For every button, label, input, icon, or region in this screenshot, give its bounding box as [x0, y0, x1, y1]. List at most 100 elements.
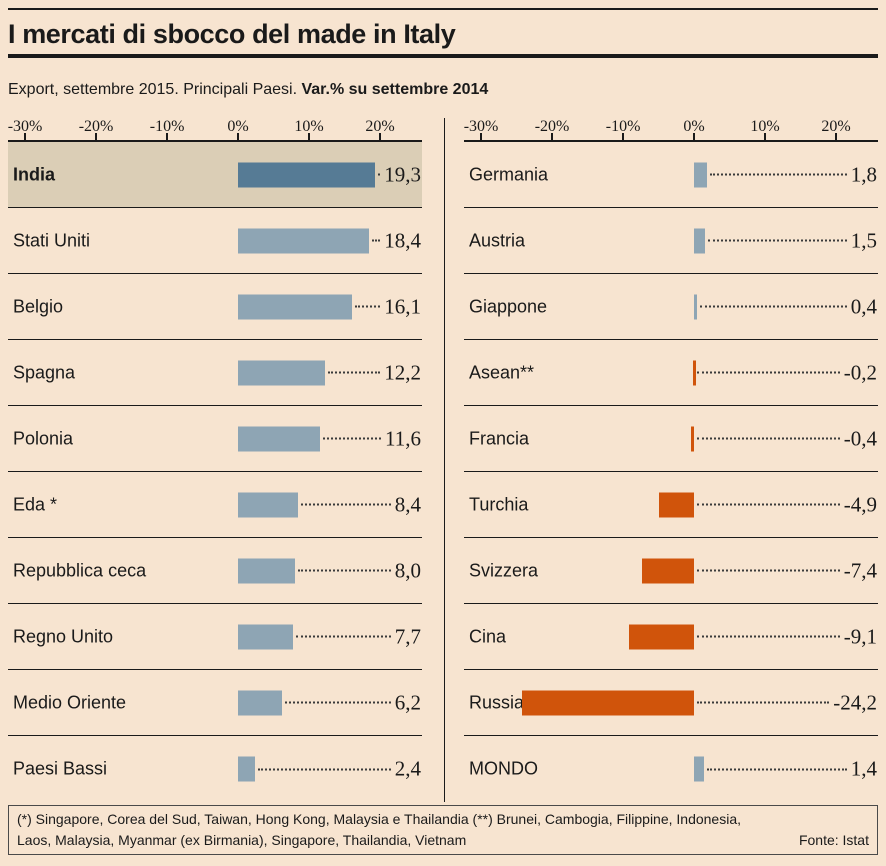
leader-value: 1,4 [704, 757, 877, 782]
row-label: Turchia [469, 494, 529, 514]
axis-tick-label: -30% [463, 118, 499, 135]
chart-row: Medio Oriente 6,2 [8, 670, 422, 736]
bar-positive [238, 426, 321, 451]
axis-tick-mark [308, 133, 311, 140]
row-value: 1,5 [850, 228, 877, 252]
title-rule [8, 54, 878, 58]
chart-row: Eda * 8,4 [8, 472, 422, 538]
footnote-line2-text: Laos, Malaysia, Myanmar (ex Birmania), S… [17, 832, 467, 848]
leader-value: 7,7 [293, 624, 421, 649]
leader-line [323, 437, 382, 440]
row-label: MONDO [469, 758, 538, 779]
chart-row: MONDO 1,4 [464, 736, 878, 802]
bar-negative [641, 558, 695, 583]
bar-negative [629, 624, 695, 649]
chart-row: Svizzera -7,4 [464, 538, 878, 604]
bar-positive [694, 294, 698, 319]
bar-negative [692, 360, 696, 385]
row-label: Francia [469, 428, 530, 448]
bar-negative [659, 492, 695, 517]
bar-positive [238, 558, 295, 583]
leader-value: 18,4 [369, 228, 421, 253]
row-value: 7,7 [394, 624, 421, 648]
row-value: 16,1 [384, 294, 421, 318]
row-value: 18,4 [384, 228, 421, 252]
row-label: Spagna [13, 362, 76, 382]
leader-line [355, 305, 381, 308]
row-label: Germania [469, 164, 549, 184]
chart-row: Asean** -0,2 [464, 340, 878, 406]
axis-tick-label: 20% [365, 118, 395, 135]
chart-row: Belgio 16,1 [8, 274, 422, 340]
chart-row: Giappone 0,4 [464, 274, 878, 340]
leader-value: 16,1 [352, 294, 421, 319]
bar-positive [238, 294, 353, 319]
chart-row: Regno Unito 7,7 [8, 604, 422, 670]
leader-value: -24,2 [694, 690, 877, 715]
row-value: 2,4 [394, 756, 421, 781]
bar-positive [694, 162, 707, 187]
axis-tick-mark [166, 133, 169, 140]
row-value: -9,1 [843, 624, 877, 648]
bar-chart: -30% -20% -10% 0% 10% 20% India 19,3 Stati Uniti… [8, 118, 878, 802]
bar-negative [691, 426, 695, 451]
footnote-line2: Laos, Malaysia, Myanmar (ex Birmania), S… [17, 830, 869, 851]
row-value: 1,8 [850, 162, 877, 186]
row-value: 0,4 [850, 294, 877, 318]
row-label: Giappone [469, 296, 548, 316]
bar-positive [238, 756, 256, 782]
leader-line [699, 305, 847, 308]
axis-tick-mark [24, 133, 27, 140]
leader-value: 11,6 [320, 426, 421, 451]
row-label: Paesi Bassi [13, 758, 108, 779]
bar-positive [238, 162, 376, 187]
leader-line [258, 768, 391, 770]
chart-row: Russia -24,2 [464, 670, 878, 736]
chart-row: Turchia -4,9 [464, 472, 878, 538]
row-label: Asean** [469, 362, 535, 382]
bar-positive [694, 228, 705, 253]
row-label: Svizzera [469, 560, 539, 580]
chart-row: Polonia 11,6 [8, 406, 422, 472]
row-value: -24,2 [833, 690, 877, 714]
chart-subtitle: Export, settembre 2015. Principali Paesi… [8, 80, 878, 99]
row-value: 12,2 [384, 360, 421, 384]
leader-value: 1,5 [705, 228, 877, 253]
axis-tick-mark [693, 133, 696, 140]
row-label: Belgio [13, 296, 64, 316]
axis-tick-label: -10% [605, 118, 641, 135]
row-value: 11,6 [385, 426, 421, 450]
chart-row: Francia -0,4 [464, 406, 878, 472]
leader-line [297, 569, 391, 572]
axis-tick-label: 10% [294, 118, 324, 135]
leader-value: -7,4 [694, 558, 877, 583]
axis-tick-mark [835, 133, 838, 140]
chart-row: India 19,3 [8, 142, 422, 208]
row-label: Regno Unito [13, 626, 114, 646]
leader-line [378, 173, 381, 176]
leader-line [295, 635, 391, 638]
bar-positive [694, 756, 705, 782]
leader-value: -4,9 [694, 492, 877, 517]
chart-column-left: -30% -20% -10% 0% 10% 20% India 19,3 Stati Uniti… [8, 118, 422, 802]
leader-line [697, 569, 840, 572]
axis-tick-mark [95, 133, 98, 140]
bar-positive [238, 690, 283, 715]
top-rule [8, 8, 878, 10]
axis-tick-label: -10% [149, 118, 185, 135]
leader-line [697, 701, 830, 704]
axis-header: -30% -20% -10% 0% 10% 20% [8, 118, 422, 142]
row-label: Polonia [13, 428, 74, 448]
footnote-box: (*) Singapore, Corea del Sud, Taiwan, Ho… [8, 805, 878, 855]
leader-line [327, 371, 381, 374]
bar-positive [238, 360, 325, 385]
axis-tick-mark [622, 133, 625, 140]
row-value: 19,3 [384, 162, 421, 186]
row-value: 6,2 [394, 690, 421, 714]
chart-row: Austria 1,5 [464, 208, 878, 274]
subtitle-bold: Var.% su settembre 2014 [301, 81, 489, 98]
axis-tick-label: -20% [78, 118, 114, 135]
leader-line [697, 503, 840, 506]
chart-row: Repubblica ceca 8,0 [8, 538, 422, 604]
row-value: -0,4 [843, 426, 877, 450]
